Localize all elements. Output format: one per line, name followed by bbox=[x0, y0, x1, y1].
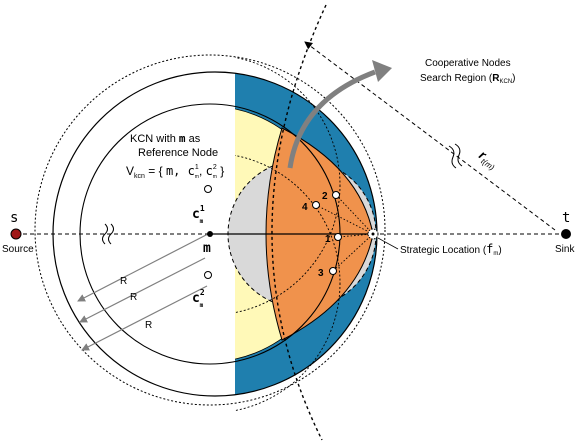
radius-arrow-m bbox=[77, 233, 209, 302]
node-3 bbox=[329, 267, 337, 275]
strategic-location-label: Strategic Location (fm) bbox=[400, 242, 502, 257]
c1-label: c1 m bbox=[192, 204, 205, 225]
c2-range-circle bbox=[235, 155, 341, 411]
c1-node bbox=[204, 185, 212, 193]
search-region-arrowhead bbox=[372, 60, 392, 82]
source-label: Source bbox=[2, 244, 34, 255]
sink-symbol: t bbox=[562, 210, 570, 226]
c2-node bbox=[204, 271, 212, 279]
node-4 bbox=[312, 201, 320, 209]
sink-range-arc bbox=[271, 4, 327, 441]
break-mark-rt bbox=[448, 143, 463, 169]
f-node-links bbox=[315, 194, 374, 272]
search-region-line2: Search Region (RKCN) bbox=[420, 73, 516, 85]
radius-arrow-c1 bbox=[79, 257, 206, 323]
dashed-range-circle bbox=[34, 54, 386, 406]
radius-label-2: R bbox=[130, 292, 137, 303]
source-symbol: s bbox=[10, 210, 18, 226]
node-4-label: 4 bbox=[302, 202, 308, 213]
c1-range-circle bbox=[235, 57, 341, 313]
rt-label: rt(m) bbox=[475, 147, 501, 172]
source-node bbox=[10, 228, 22, 240]
node-1-label: 1 bbox=[325, 234, 331, 245]
node-2-label: 2 bbox=[322, 191, 328, 202]
kcn-label-line2: Reference Node bbox=[138, 147, 218, 159]
c2-label: c2 m bbox=[192, 288, 205, 309]
radius-label-1: R bbox=[120, 276, 127, 287]
sink-node bbox=[561, 229, 571, 239]
node-1 bbox=[334, 233, 342, 241]
m-symbol: m bbox=[203, 241, 211, 256]
m-node bbox=[207, 231, 213, 237]
strategic-location-pointer bbox=[377, 237, 399, 250]
search-region-arrow bbox=[287, 69, 376, 169]
kcn-label-line1: KCN with m as bbox=[130, 132, 201, 145]
node-2 bbox=[332, 191, 340, 199]
radius-arrow-c2 bbox=[81, 285, 208, 351]
node-3-label: 3 bbox=[318, 268, 324, 279]
radius-label-3: R bbox=[145, 320, 152, 331]
rt-arrow bbox=[304, 41, 556, 231]
search-region-line1: Cooperative Nodes bbox=[425, 58, 511, 69]
break-mark-left bbox=[102, 223, 114, 245]
kcn-set-label: Vkcn = { m, c1 m, c2 m } bbox=[126, 164, 224, 180]
sink-label: Sink bbox=[555, 244, 575, 255]
